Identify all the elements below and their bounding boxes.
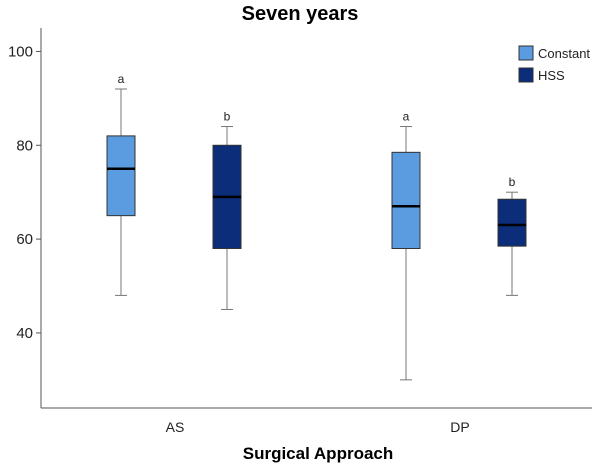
chart-title: Seven years bbox=[242, 3, 359, 25]
significance-label: a bbox=[118, 72, 125, 86]
legend: Constant HSS bbox=[518, 45, 590, 83]
y-tick-label: 80 bbox=[16, 137, 33, 154]
significance-label: a bbox=[403, 110, 410, 124]
iqr-box bbox=[497, 198, 527, 247]
box-constant-dp: a bbox=[391, 110, 421, 381]
x-tick-label: AS bbox=[166, 419, 185, 435]
box-hss-as: b bbox=[212, 110, 242, 310]
significance-label: b bbox=[509, 175, 516, 189]
iqr-box bbox=[106, 135, 136, 217]
legend-label: Constant bbox=[538, 46, 590, 61]
y-tick-label: 60 bbox=[16, 231, 33, 248]
y-tick-label: 40 bbox=[16, 325, 33, 342]
x-axis-label: Surgical Approach bbox=[243, 444, 394, 463]
iqr-box bbox=[391, 151, 421, 249]
legend-swatch bbox=[518, 45, 534, 61]
box-series-group: a a b b bbox=[106, 72, 527, 381]
x-tick-label: DP bbox=[450, 419, 469, 435]
axes-group: 40 60 80 100 AS DP bbox=[8, 28, 592, 435]
box-hss-dp: b bbox=[497, 175, 527, 296]
legend-label: HSS bbox=[538, 68, 565, 83]
y-tick-label: 100 bbox=[8, 43, 33, 60]
box-constant-as: a bbox=[106, 72, 136, 296]
significance-label: b bbox=[224, 110, 231, 124]
legend-swatch bbox=[518, 67, 534, 83]
